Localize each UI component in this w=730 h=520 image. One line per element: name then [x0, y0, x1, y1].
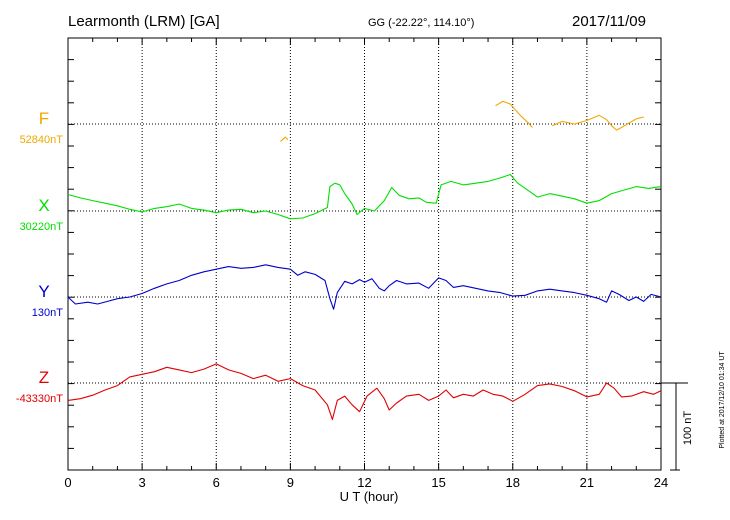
series-name-z: Z — [39, 368, 49, 387]
series-line-y — [67, 264, 662, 310]
header-date: 2017/11/09 — [572, 13, 646, 30]
series-baseline-y: 130nT — [32, 307, 63, 319]
x-tick-label: 9 — [287, 475, 294, 490]
x-tick-label: 3 — [139, 475, 146, 490]
series-baseline-z: -43330nT — [16, 393, 63, 405]
header-station: Learmonth (LRM) [GA] — [68, 13, 220, 30]
axis-ticks — [67, 38, 662, 470]
footer-note: Plotted at 2017/12/10 01:34 UT — [719, 351, 726, 449]
series-labels: F 52840nT X 30220nT Y 130nT Z -43330nT — [16, 109, 63, 405]
series-baseline-f: 52840nT — [20, 134, 64, 146]
series-name-f: F — [39, 109, 49, 128]
x-axis-label: U T (hour) — [340, 489, 399, 504]
series-traces — [67, 100, 662, 421]
series-line-z — [67, 363, 662, 421]
series-name-y: Y — [38, 282, 49, 301]
series-line-x — [67, 173, 662, 220]
header-coords: GG (-22.22°, 114.10°) — [368, 17, 475, 29]
x-tick-label: 12 — [357, 475, 371, 490]
x-tick-label: 21 — [580, 475, 594, 490]
x-tick-labels: 0 3 6 9 12 15 18 21 24 — [64, 475, 668, 490]
chart-grid — [68, 38, 661, 470]
x-tick-label: 0 — [64, 475, 71, 490]
scale-bar-label: 100 nT — [682, 411, 694, 446]
x-tick-label: 24 — [654, 475, 668, 490]
scale-bar: 100 nT — [661, 382, 694, 471]
x-tick-label: 6 — [213, 475, 220, 490]
x-tick-label: 18 — [506, 475, 520, 490]
x-tick-label: 15 — [431, 475, 445, 490]
series-line-f — [280, 100, 644, 142]
series-name-x: X — [38, 196, 49, 215]
series-baseline-x: 30220nT — [20, 221, 64, 233]
